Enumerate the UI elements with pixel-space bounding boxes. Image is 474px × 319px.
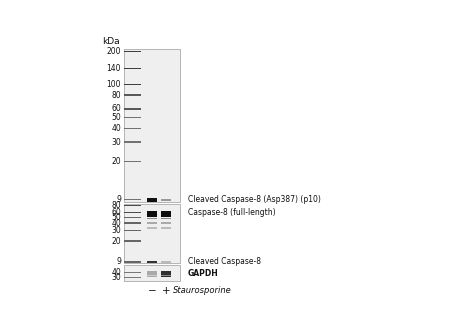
Text: 60: 60	[111, 104, 121, 113]
Text: −: −	[147, 286, 156, 296]
Bar	[124, 199, 141, 200]
Text: Cleaved Caspase-8: Cleaved Caspase-8	[188, 257, 261, 266]
Bar	[124, 68, 141, 69]
Bar	[147, 275, 157, 276]
Bar	[161, 261, 172, 263]
Text: 200: 200	[107, 47, 121, 56]
Text: 80: 80	[111, 201, 121, 210]
Bar	[124, 84, 141, 85]
Bar	[147, 218, 157, 219]
Text: 30: 30	[111, 226, 121, 235]
Text: 80: 80	[111, 91, 121, 100]
Text: Cleaved Caspase-8 (Asp387) (p10): Cleaved Caspase-8 (Asp387) (p10)	[188, 195, 321, 204]
Text: 30: 30	[111, 273, 121, 282]
Bar	[147, 198, 157, 202]
Text: 60: 60	[111, 208, 121, 217]
Bar	[161, 227, 172, 229]
Bar	[124, 108, 141, 110]
Bar	[124, 261, 141, 263]
Bar	[124, 277, 141, 278]
Text: Caspase-8 (full-length): Caspase-8 (full-length)	[188, 208, 275, 217]
Bar	[124, 222, 141, 224]
Bar	[147, 271, 157, 277]
Bar	[124, 230, 141, 231]
Bar	[124, 141, 141, 143]
Bar	[161, 199, 172, 201]
Bar	[124, 161, 141, 162]
Bar	[161, 211, 172, 217]
Text: 100: 100	[107, 80, 121, 89]
Bar	[147, 261, 157, 263]
Bar	[124, 217, 141, 218]
Text: 20: 20	[111, 157, 121, 166]
Bar	[124, 265, 181, 281]
Text: 9: 9	[116, 195, 121, 204]
Bar	[124, 204, 141, 206]
Text: 9: 9	[116, 257, 121, 266]
Bar	[124, 94, 141, 96]
Bar	[147, 227, 157, 229]
Text: +: +	[162, 286, 171, 296]
Text: 20: 20	[111, 237, 121, 246]
Text: kDa: kDa	[102, 37, 120, 46]
Text: 50: 50	[111, 113, 121, 122]
Bar	[147, 211, 157, 217]
Bar	[161, 218, 172, 219]
Text: 140: 140	[107, 64, 121, 73]
Bar	[124, 117, 141, 118]
Bar	[124, 128, 141, 129]
Bar	[147, 222, 157, 224]
Bar	[161, 222, 172, 224]
Bar	[161, 271, 172, 277]
Text: 50: 50	[111, 213, 121, 222]
Bar	[124, 49, 181, 202]
Bar	[124, 204, 181, 263]
Bar	[124, 212, 141, 213]
Bar	[124, 241, 141, 242]
Bar	[124, 271, 141, 273]
Text: 40: 40	[111, 124, 121, 133]
Bar	[124, 51, 141, 52]
Text: 40: 40	[111, 268, 121, 277]
Text: Staurosporine: Staurosporine	[173, 286, 232, 295]
Text: GAPDH: GAPDH	[188, 269, 219, 278]
Text: 40: 40	[111, 219, 121, 228]
Bar	[161, 275, 172, 276]
Text: 30: 30	[111, 137, 121, 146]
